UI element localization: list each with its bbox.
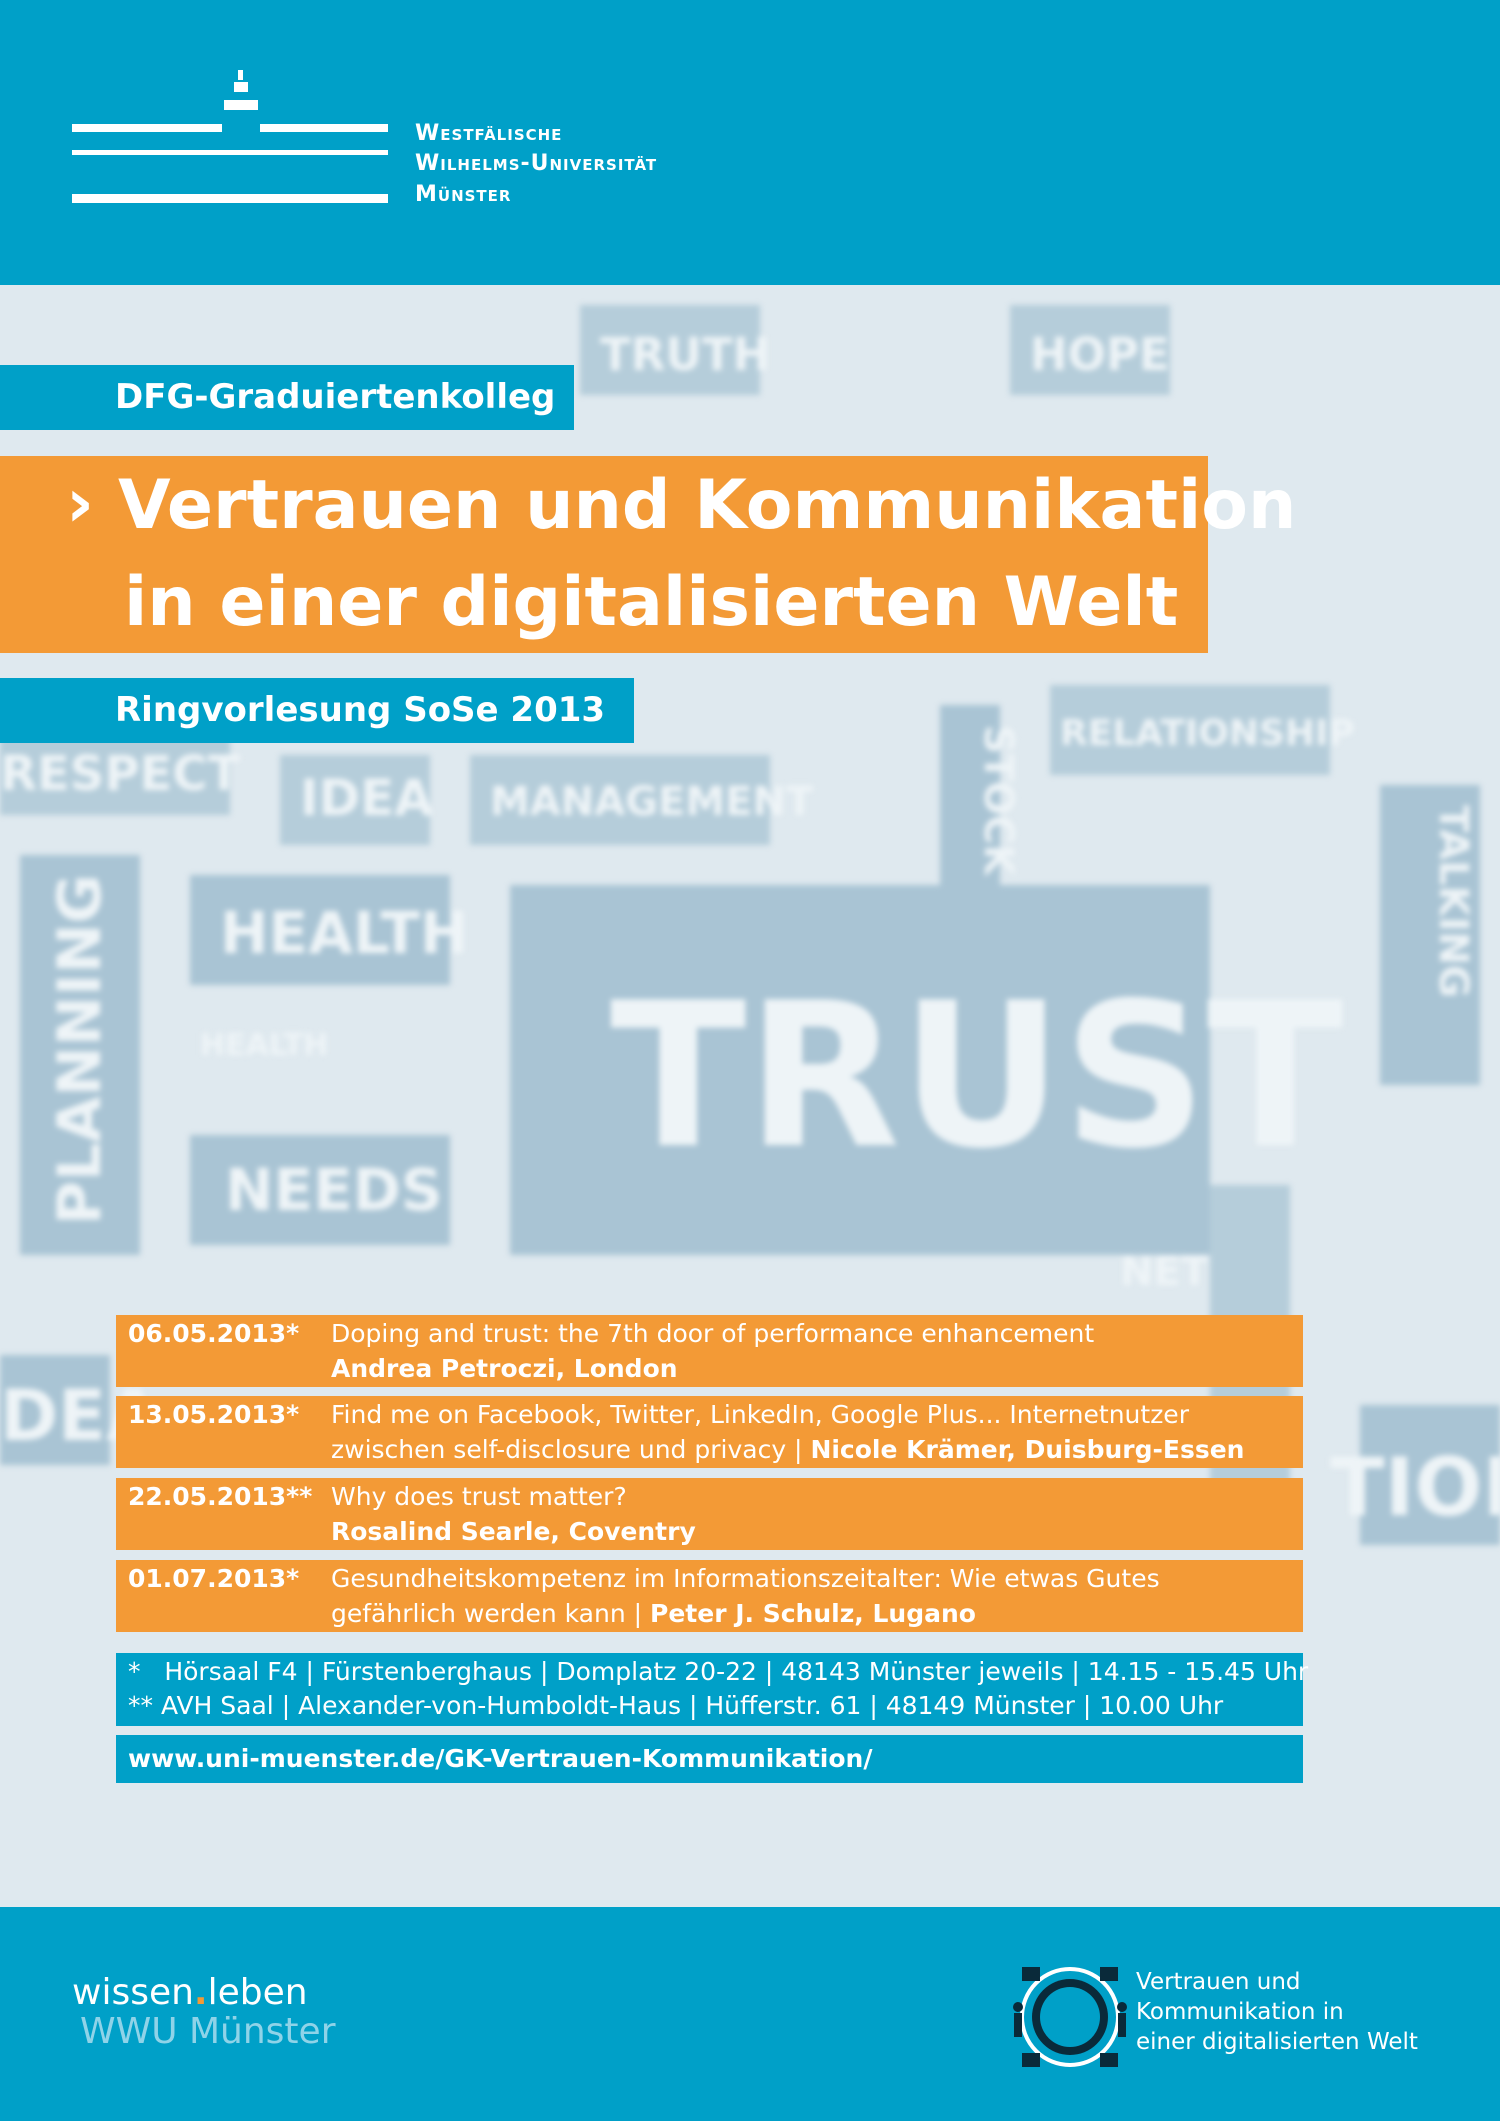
bg-word: TRUST	[610, 960, 1343, 1193]
event-date: 01.07.2013*	[128, 1564, 300, 1593]
brand-dot: .	[193, 1972, 208, 2013]
project-name: Vertrauen und Kommunikation in einer dig…	[1136, 1967, 1418, 2057]
event-speaker: Nicole Krämer, Duisburg-Essen	[810, 1435, 1245, 1464]
title-line: Vertrauen und Kommunikation	[118, 466, 1297, 545]
header-band: Westfälische Wilhelms-Universität Münste…	[0, 0, 1500, 285]
event: 06.05.2013* Doping and trust: the 7th doo…	[116, 1315, 1303, 1387]
kicker-box: DFG-Graduiertenkolleg	[0, 365, 574, 430]
event-title: Doping and trust: the 7th door of perfor…	[331, 1319, 1094, 1348]
bg-word: RELATIONSHIP	[1060, 713, 1355, 754]
event: 22.05.2013** Why does trust matter? Rosali…	[116, 1478, 1303, 1550]
event-title: zwischen self-disclosure und privacy | N…	[331, 1435, 1244, 1464]
bg-word: HEALTH	[200, 1028, 329, 1063]
event-title-text: zwischen self-disclosure und privacy |	[331, 1435, 803, 1464]
event-title-text: gefährlich werden kann |	[331, 1599, 643, 1628]
venue: * Hörsaal F4 | Fürstenberghaus | Domplat…	[128, 1657, 1309, 1686]
bg-word: HEALTH	[220, 899, 469, 967]
bg-word: TALKING	[1430, 805, 1476, 998]
university-name: Wilhelms-Universität	[415, 151, 658, 176]
bg-word: NET	[1120, 1249, 1209, 1295]
bg-word: NEEDS	[225, 1156, 443, 1224]
event-title-text: Why does trust matter?	[331, 1482, 627, 1511]
project-line: einer digitalisierten Welt	[1136, 2029, 1418, 2055]
kicker: DFG-Graduiertenkolleg	[115, 377, 556, 417]
event-date: 06.05.2013*	[128, 1319, 300, 1348]
venue-box: * Hörsaal F4 | Fürstenberghaus | Domplat…	[116, 1653, 1308, 1726]
brand: wissen.leben	[72, 1972, 308, 2013]
event-title: Gesundheitskompetenz im Informationszeit…	[331, 1564, 1160, 1593]
project-line: Kommunikation in	[1136, 1999, 1344, 2025]
chevron: ›	[66, 464, 95, 543]
bg-word: HOPE	[1030, 328, 1170, 381]
logo	[72, 70, 388, 203]
project-line: Vertrauen und	[1136, 1969, 1301, 1995]
event-title: gefährlich werden kann | Peter J. Schulz…	[331, 1599, 976, 1628]
event-date: 22.05.2013**	[128, 1482, 313, 1511]
event-date: 13.05.2013*	[128, 1400, 300, 1429]
url[interactable]: www.uni-muenster.de/GK-Vertrauen-Kommuni…	[128, 1744, 873, 1773]
project-logo	[1013, 1967, 1127, 2067]
university-name: Westfälische	[415, 121, 563, 146]
bg-word: MANAGEMENT	[490, 779, 814, 825]
event-title-text: Gesundheitskompetenz im Informationszeit…	[331, 1564, 1160, 1593]
title-box: › Vertrauen und Kommunikation in einer d…	[0, 456, 1296, 653]
event-speaker: Peter J. Schulz, Lugano	[650, 1599, 976, 1628]
event-speaker: Rosalind Searle, Coventry	[331, 1517, 696, 1546]
event-speaker: Andrea Petroczi, London	[331, 1354, 678, 1383]
bg-word: IDEA	[300, 769, 433, 827]
bg-word: TIONS	[1330, 1441, 1500, 1534]
bg-word: TRUTH	[600, 328, 770, 381]
venue: ** AVH Saal | Alexander-von-Humboldt-Hau…	[128, 1691, 1224, 1720]
brand-part: wissen	[72, 1972, 194, 2013]
bg-word: STOCK	[975, 725, 1021, 877]
footer-band: wissen.leben WWU Münster Vertrauen und K…	[0, 1907, 1500, 2121]
university-name: Münster	[415, 182, 512, 207]
brand-part: leben	[207, 1972, 308, 2013]
url-box: www.uni-muenster.de/GK-Vertrauen-Kommuni…	[116, 1735, 1303, 1783]
event-speaker-line: Andrea Petroczi, London	[331, 1354, 678, 1383]
place: WWU Münster	[80, 2011, 336, 2052]
word-cloud: TRUST HEALTH NEEDS PLANNING IDEA MANAGEM…	[0, 305, 1500, 1545]
event-title-text: Find me on Facebook, Twitter, LinkedIn, …	[331, 1400, 1189, 1429]
event-title-text: Doping and trust: the 7th door of perfor…	[331, 1319, 1095, 1348]
event-title: Why does trust matter?	[331, 1482, 627, 1511]
series-box: Ringvorlesung SoSe 2013	[0, 678, 634, 743]
event-title: Find me on Facebook, Twitter, LinkedIn, …	[331, 1400, 1189, 1429]
bg-word: PLANNING	[45, 874, 115, 1225]
title-line: in einer digitalisierten Welt	[124, 563, 1179, 642]
event-speaker-line: Rosalind Searle, Coventry	[331, 1517, 696, 1546]
event: 01.07.2013* Gesundheitskompetenz im Infor…	[116, 1560, 1303, 1632]
event: 13.05.2013* Find me on Facebook, Twitter,…	[116, 1396, 1303, 1468]
bg-word: RESPECT	[0, 746, 241, 802]
series: Ringvorlesung SoSe 2013	[115, 690, 606, 730]
